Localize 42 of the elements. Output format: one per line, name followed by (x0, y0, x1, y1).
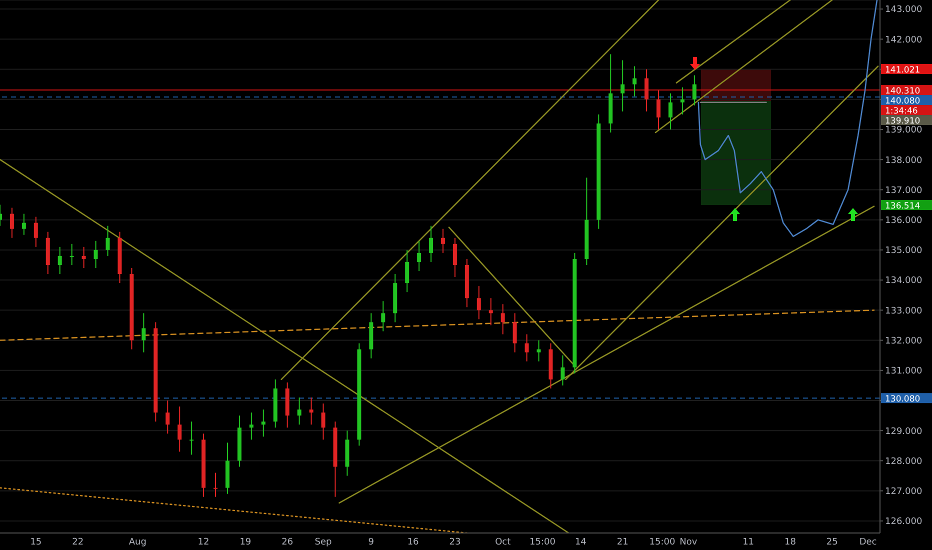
y-tick-label: 133.000 (885, 306, 922, 316)
x-tick-label: 14 (574, 537, 587, 548)
y-tick-label: 128.000 (885, 456, 922, 467)
y-tick-label: 143.000 (885, 5, 922, 16)
y-tick-label: 134.000 (885, 276, 922, 286)
y-tick-label: 136.000 (885, 216, 922, 226)
y-tick-label: 126.000 (885, 517, 922, 528)
x-tick-label: 22 (72, 537, 84, 548)
y-tick-label: 142.000 (885, 35, 922, 46)
x-tick-label: 18 (784, 537, 796, 548)
x-tick-label: 21 (616, 537, 628, 548)
y-tick-label: 131.000 (885, 366, 922, 377)
y-tick-label: 129.000 (885, 426, 922, 437)
x-tick-label: 19 (240, 537, 252, 548)
x-tick-label: Nov (680, 537, 698, 548)
y-tick-label: 137.000 (885, 186, 922, 196)
ref-line-label: 140.080 (885, 96, 920, 107)
ref-line-label: 130.080 (885, 394, 920, 405)
y-tick-label: 132.000 (885, 336, 922, 346)
x-tick-label: 15:00 (649, 537, 676, 548)
x-tick-label: 11 (742, 537, 754, 548)
x-tick-label: 25 (826, 537, 838, 548)
text: 1:34:46 (885, 106, 918, 117)
x-tick-label: 16 (407, 537, 420, 548)
text: 141.021 (885, 66, 920, 76)
y-tick-label: 139.000 (885, 126, 922, 136)
text: 139.910 (885, 116, 920, 127)
x-tick-label: Sep (314, 537, 332, 548)
x-tick-label: 26 (282, 537, 294, 548)
y-tick-label: 138.000 (885, 156, 922, 166)
x-tick-label: 23 (449, 537, 461, 548)
ref-line-label: 140.310 (885, 86, 920, 97)
x-tick-label: Aug (128, 537, 146, 548)
x-tick-label: Dec (859, 537, 877, 548)
x-tick-label: 15 (30, 537, 42, 548)
x-tick-label: 12 (198, 537, 210, 548)
text: 136.514 (885, 202, 920, 212)
x-tick-label: Oct (495, 537, 512, 548)
y-tick-label: 135.000 (885, 246, 922, 256)
x-tick-label: 9 (368, 537, 374, 548)
x-tick-label: 15:00 (530, 537, 556, 548)
y-tick-label: 127.000 (885, 487, 922, 498)
